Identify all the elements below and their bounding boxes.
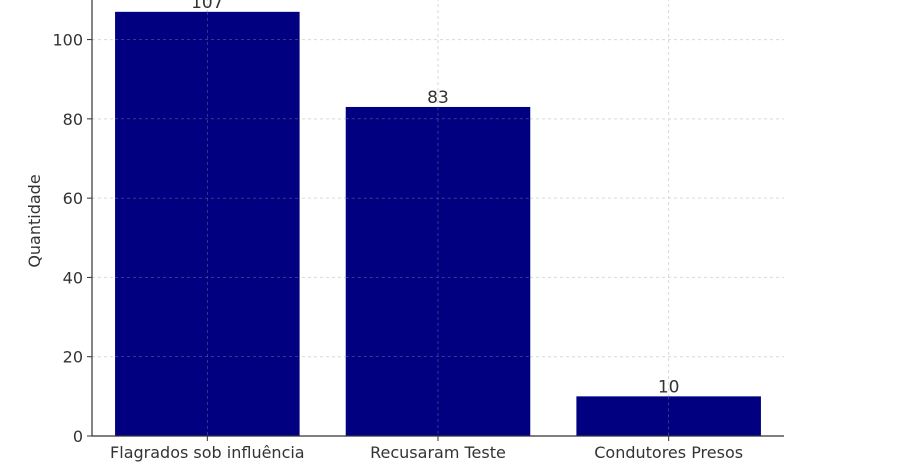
x-ticks: Flagrados sob influência Recusaram Teste C… [110,436,743,462]
x-tick-label: Recusaram Teste [370,443,506,462]
y-tick-label: 20 [63,348,83,367]
data-label: 10 [658,377,680,397]
x-tick-label: Flagrados sob influência [110,443,305,462]
data-label: 83 [427,88,449,108]
data-labels: 107 83 10 [191,0,679,397]
y-tick-label: 80 [63,110,83,129]
y-axis-title: Quantidade [25,174,44,267]
data-label: 107 [191,0,223,13]
bars [115,11,761,436]
y-tick-label: 60 [63,189,83,208]
y-tick-label: 100 [52,31,83,50]
x-tick-label: Condutores Presos [594,443,743,462]
y-ticks: 0 20 40 60 80 100 [52,31,92,446]
y-tick-label: 40 [63,268,83,287]
y-tick-label: 0 [73,427,83,446]
